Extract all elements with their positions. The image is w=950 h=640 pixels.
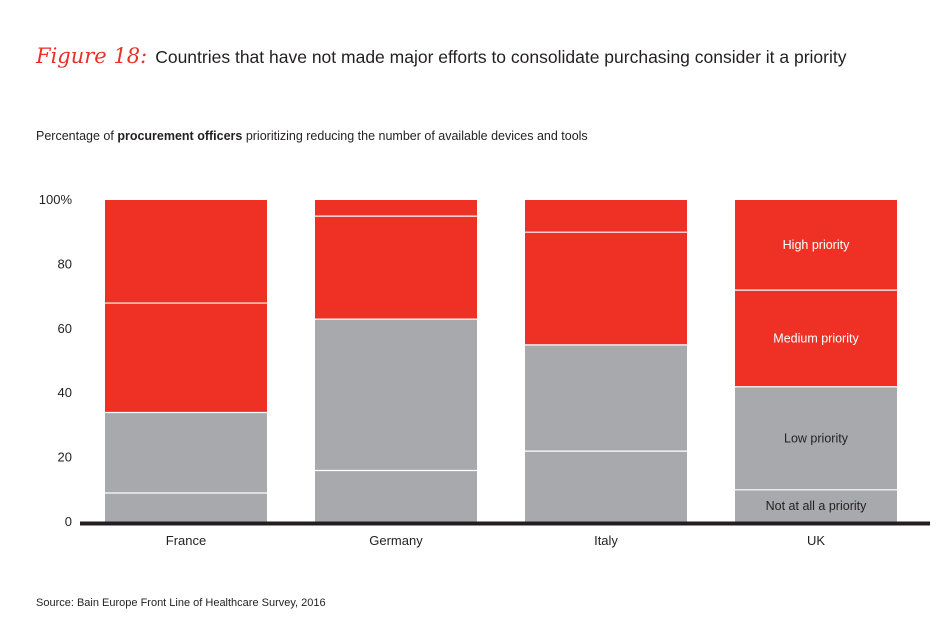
source-note: Source: Bain Europe Front Line of Health… — [36, 597, 326, 609]
figure-title: Countries that have not made major effor… — [155, 47, 847, 67]
bar-segment — [315, 200, 477, 217]
y-tick-label: 60 — [58, 321, 72, 336]
segment-label: Medium priority — [773, 331, 859, 345]
y-tick-label: 80 — [58, 256, 72, 271]
bar-segment — [735, 200, 897, 291]
x-category-label: France — [166, 533, 206, 548]
subtitle-suffix: prioritizing reducing the number of avai… — [242, 129, 588, 143]
segment-label: High priority — [783, 238, 850, 252]
subtitle-prefix: Percentage of — [36, 129, 118, 143]
bar-segment — [105, 200, 267, 304]
bar-segment — [525, 344, 687, 452]
y-tick-label: 100% — [39, 192, 73, 207]
bar-segment — [315, 319, 477, 471]
y-tick-label: 0 — [65, 514, 72, 529]
x-category-label: Italy — [594, 533, 618, 548]
figure-title-row: Figure 18: Countries that have not made m… — [36, 44, 936, 68]
bar-segment — [105, 303, 267, 413]
subtitle-bold: procurement officers — [117, 129, 243, 143]
bar-segment — [105, 412, 267, 494]
figure-label: Figure 18: — [36, 44, 148, 68]
bar-segment — [525, 200, 687, 233]
segment-label: Not at all a priority — [766, 499, 867, 513]
bar-segment — [735, 489, 897, 522]
bar-segment — [315, 216, 477, 320]
bar-segment — [735, 290, 897, 387]
x-category-label: Germany — [369, 533, 423, 548]
bar-segment — [735, 386, 897, 490]
bar-segment — [105, 493, 267, 522]
bar-segment — [315, 470, 477, 522]
bar-segment — [525, 232, 687, 345]
x-category-label: UK — [807, 533, 825, 548]
y-tick-label: 40 — [58, 385, 72, 400]
segment-label: Low priority — [784, 431, 849, 445]
y-tick-label: 20 — [58, 450, 72, 465]
bar-segment — [525, 451, 687, 522]
chart-subtitle: Percentage of procurement officers prior… — [36, 129, 588, 143]
